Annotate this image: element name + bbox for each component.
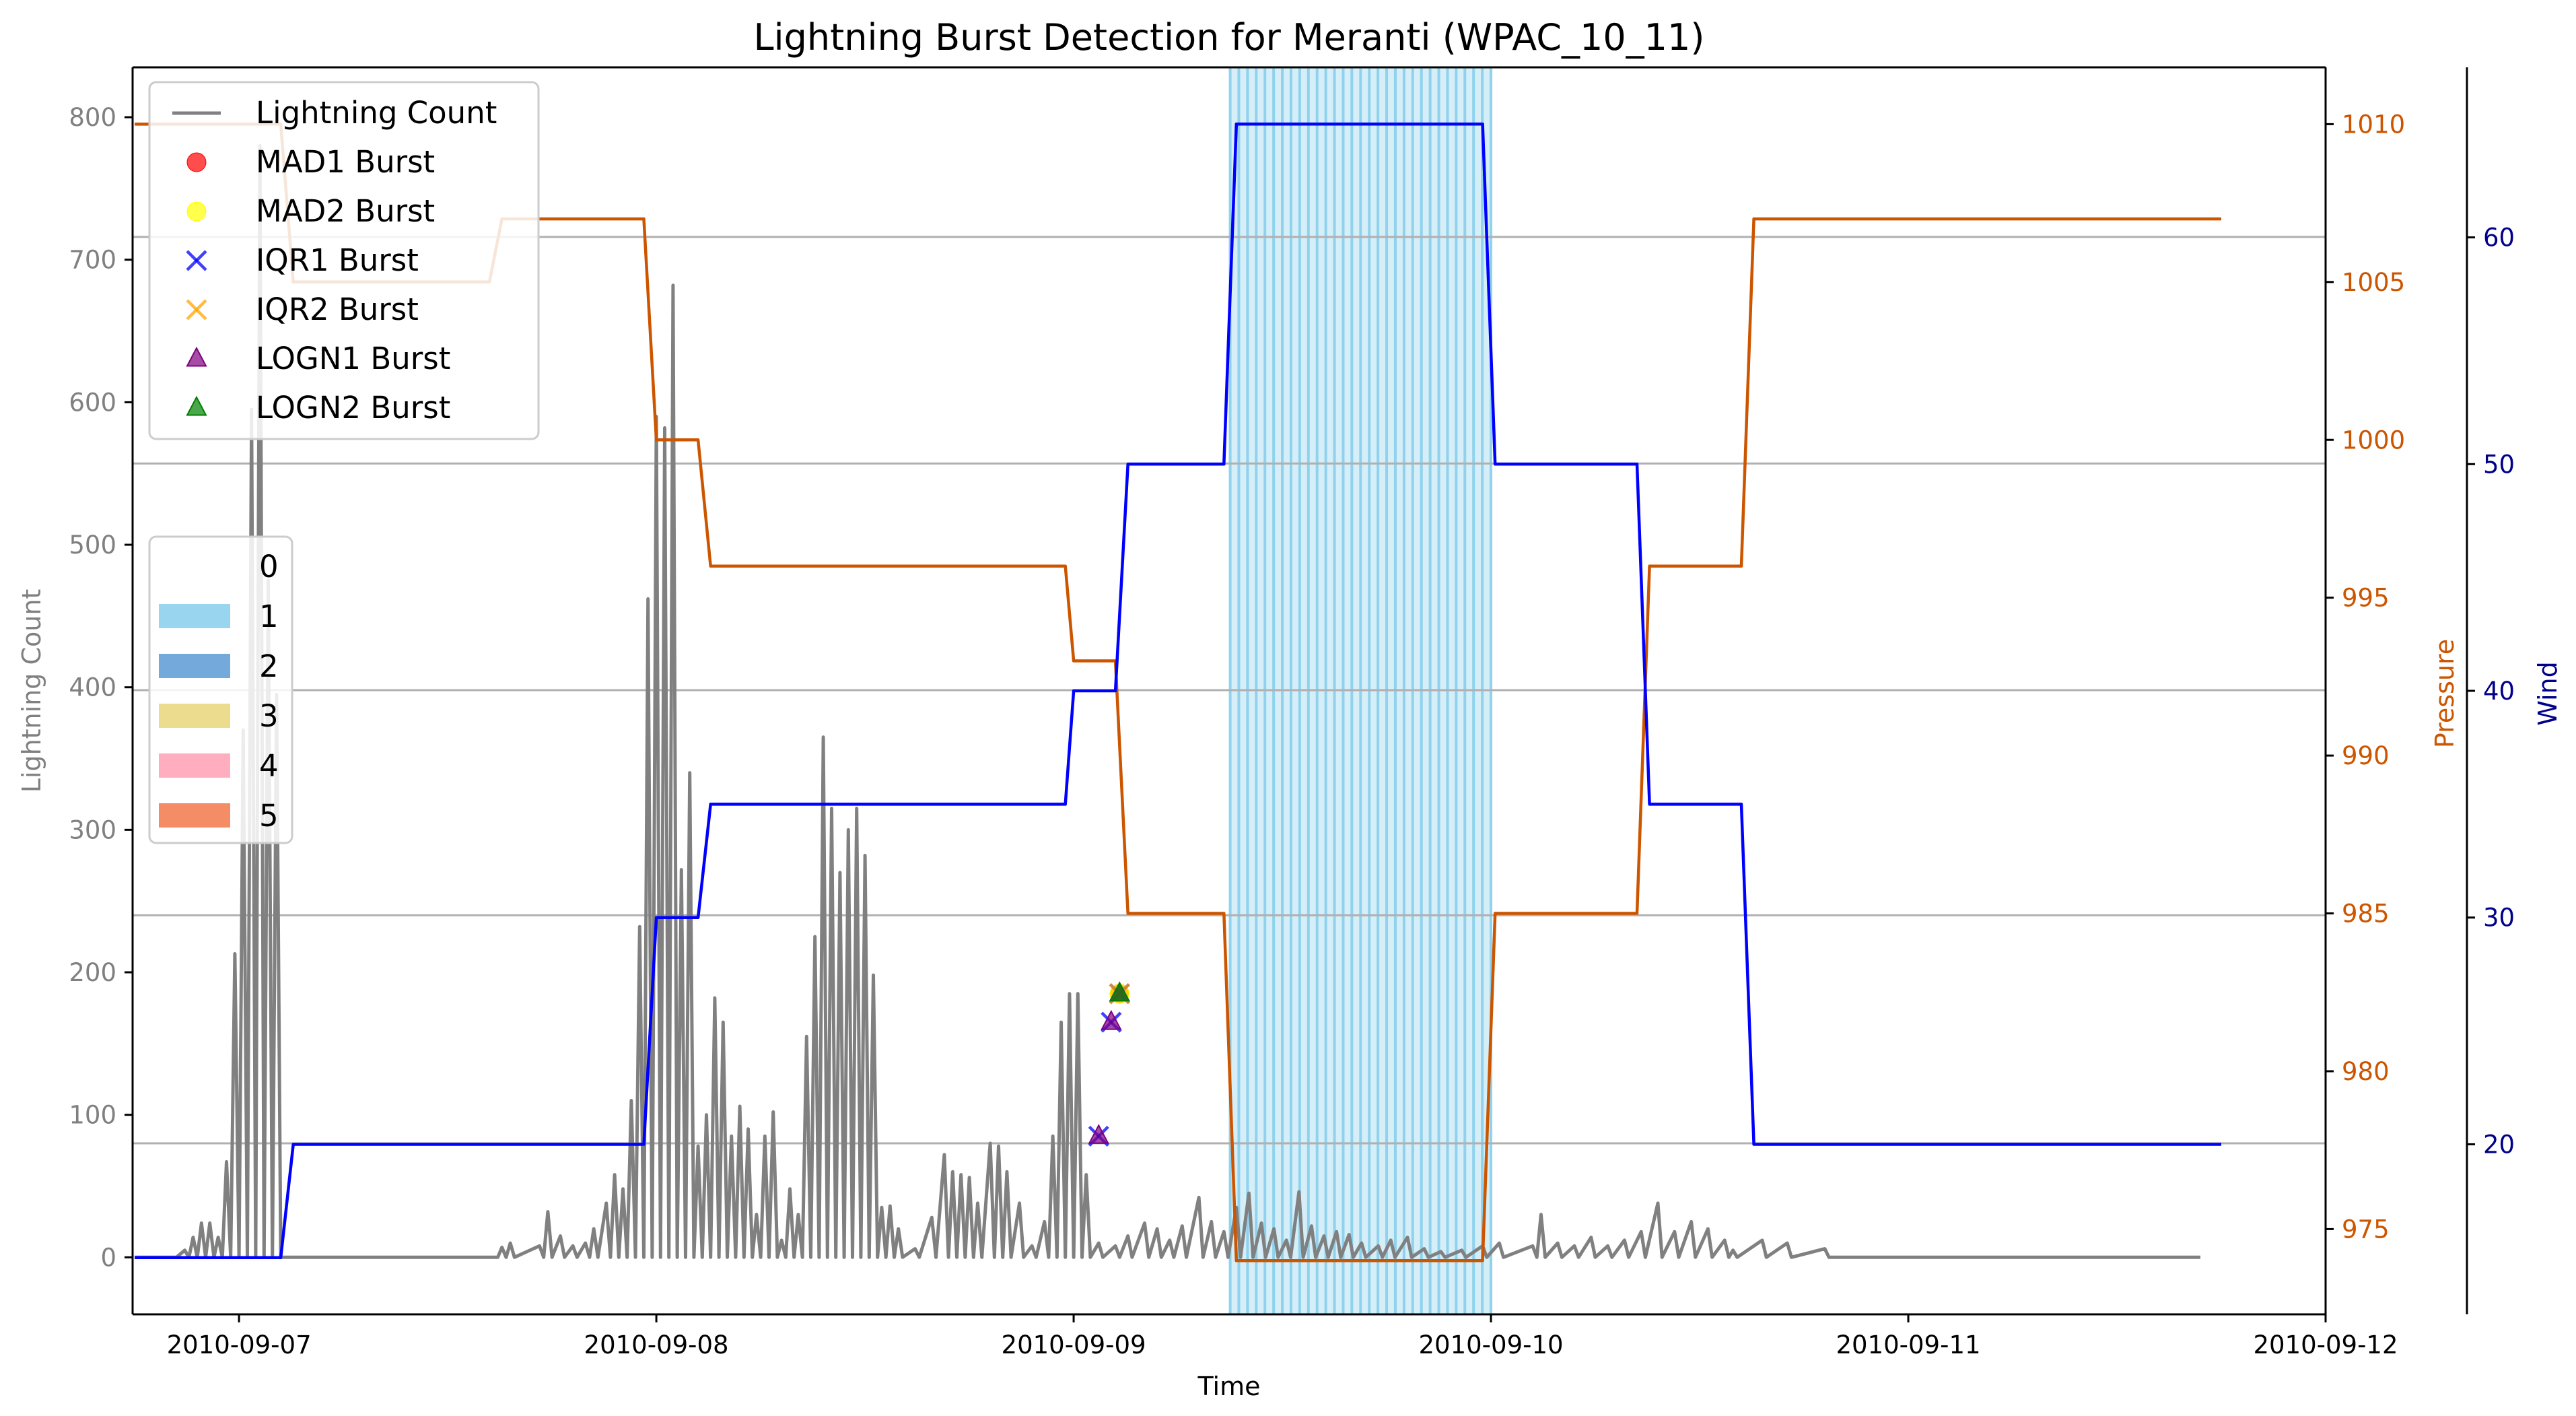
- legend-swatch-category-4: [159, 753, 230, 778]
- legend-marker-iqr2-burst-stroke: [186, 299, 207, 321]
- x-tick-label: 2010-09-08: [584, 1330, 729, 1359]
- legend-category-label: 1: [259, 599, 279, 634]
- y-axis-label-lightning: Lightning Count: [17, 589, 46, 793]
- x-tick-label: 2010-09-09: [1002, 1330, 1146, 1359]
- legend-label: IQR2 Burst: [256, 292, 419, 327]
- y-tick-label-wind: 20: [2483, 1130, 2515, 1159]
- y-tick-label-lightning: 100: [69, 1101, 116, 1130]
- y-tick-label-wind: 40: [2483, 677, 2515, 706]
- y-tick-label-lightning: 500: [69, 531, 116, 560]
- legend-category-label: 2: [259, 648, 279, 684]
- legend-label: MAD1 Burst: [256, 144, 435, 180]
- legend-series: Lightning Count MAD1 Burst MAD2 Burst IQR1 …: [148, 81, 540, 440]
- x-tick-label: 2010-09-12: [2253, 1330, 2398, 1359]
- legend-category-label: 0: [259, 549, 279, 584]
- y-tick-label-lightning: 200: [69, 958, 116, 987]
- y-axis-label-pressure: Pressure: [2430, 639, 2460, 748]
- x-axis-label: Time: [1197, 1372, 1261, 1401]
- y-tick-label-pressure: 985: [2342, 900, 2390, 929]
- legend-marker-logn2-burst: [186, 395, 207, 416]
- legend-category-label: 5: [259, 798, 279, 834]
- legend-marker-iqr1-burst-stroke: [186, 250, 207, 271]
- legend-categories: 0 1 2 3 4 5: [148, 535, 293, 844]
- legend-marker-iqr1-burst: [186, 250, 207, 271]
- legend-swatch-category-1: [159, 604, 230, 628]
- x-tick-label: 2010-09-11: [1836, 1330, 1981, 1359]
- burst-marker-logn2-burst: [1109, 981, 1130, 1002]
- legend-marker-mad2-burst: [186, 201, 207, 222]
- legend-swatch-category-5: [159, 803, 230, 828]
- y-tick-label-lightning: 600: [69, 388, 116, 417]
- y-tick-label-lightning: 700: [69, 246, 116, 275]
- y-tick-label-lightning: 800: [69, 103, 116, 132]
- y-tick-label-pressure: 980: [2342, 1057, 2390, 1086]
- y-tick-label-lightning: 400: [69, 673, 116, 702]
- y-tick-label-pressure: 1000: [2342, 426, 2405, 454]
- legend-label: LOGN1 Burst: [256, 341, 450, 376]
- legend-label: LOGN2 Burst: [256, 390, 450, 426]
- y-axis-label-wind: Wind: [2533, 661, 2563, 726]
- y-tick-label-wind: 30: [2483, 904, 2515, 933]
- chart-title: Lightning Burst Detection for Meranti (W…: [754, 16, 1705, 59]
- legend-marker-mad1-burst: [186, 152, 207, 172]
- series-lightning-count-line: [135, 143, 2200, 1259]
- x-tick-label: 2010-09-10: [1419, 1330, 1564, 1359]
- legend-marker-logn1-burst: [186, 346, 207, 367]
- series-wind-line: [135, 122, 2221, 1260]
- legend-label: Lightning Count: [256, 95, 497, 131]
- legend-label: MAD2 Burst: [256, 193, 435, 229]
- legend-swatch-category-3: [159, 704, 230, 728]
- x-tick-label: 2010-09-07: [167, 1330, 312, 1359]
- y-tick-label-pressure: 1005: [2342, 268, 2405, 297]
- legend-marker-iqr2-burst: [186, 299, 207, 321]
- burst-marker-logn1-burst: [1088, 1124, 1109, 1144]
- legend-label: IQR1 Burst: [256, 242, 419, 278]
- y-tick-label-wind: 60: [2483, 224, 2515, 252]
- y-tick-label-lightning: 0: [100, 1243, 116, 1272]
- y-tick-label-lightning: 300: [69, 815, 116, 844]
- y-tick-label-pressure: 975: [2342, 1215, 2390, 1244]
- y-tick-label-pressure: 1010: [2342, 110, 2405, 139]
- legend-category-label: 4: [259, 748, 279, 784]
- axis-layer: 2010-09-07 2010-09-08 2010-09-09 2010-09-10…: [69, 103, 2515, 1359]
- y-tick-label-pressure: 990: [2342, 741, 2390, 770]
- legend-category-label: 3: [259, 698, 279, 734]
- burst-marker-layer: [1088, 981, 1130, 1147]
- y-tick-label-pressure: 995: [2342, 584, 2390, 613]
- y-tick-label-wind: 50: [2483, 450, 2515, 479]
- legend-swatch-category-2: [159, 654, 230, 678]
- burst-marker-logn1-burst: [1101, 1009, 1122, 1030]
